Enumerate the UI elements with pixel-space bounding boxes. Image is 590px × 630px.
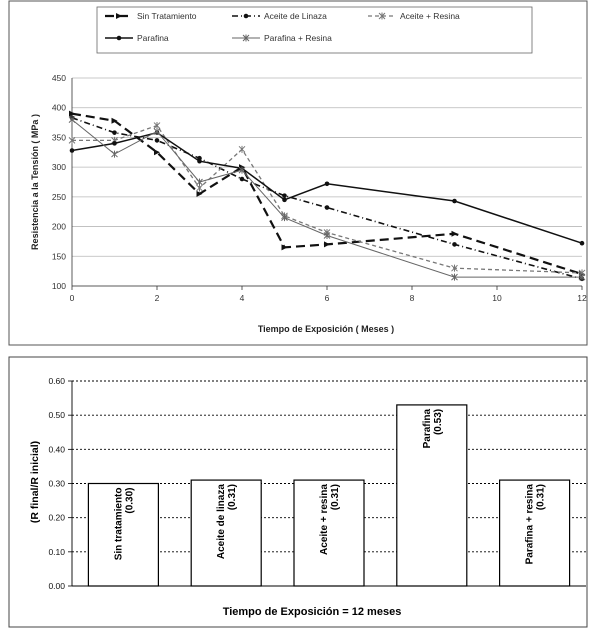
chart1-point <box>196 190 203 197</box>
chart2-bar-value-label: (0.30) <box>124 488 135 514</box>
chart1-legend-label: Parafina + Resina <box>264 33 332 43</box>
chart1-legend-label: Aceite + Resina <box>400 11 460 21</box>
chart1-point <box>111 150 118 158</box>
chart1-point <box>451 230 458 237</box>
line-chart-tension: 100 150 200 250 300 350 400 450 0 2 4 6 8 10 12 Resist… <box>8 0 588 346</box>
chart1-point <box>197 158 202 164</box>
chart1-point <box>281 214 288 222</box>
chart1-y-tick-label: 300 <box>52 162 66 172</box>
chart1-point <box>69 110 75 117</box>
chart1-x-tick-label: 10 <box>492 293 502 303</box>
chart2-bar-category-label: Aceite + resina <box>319 484 330 555</box>
chart1-x-tick-label: 2 <box>155 293 160 303</box>
bar-chart-ratio: 0.00 0.10 0.20 0.30 0.40 0.50 0.60 Sin tratami… <box>8 356 588 628</box>
chart1-xlabel: Tiempo de Exposición ( Meses ) <box>258 324 394 334</box>
chart1-point <box>578 273 586 281</box>
chart1-point <box>324 205 330 210</box>
chart2-bar-label-group: Sin tratamiento (0.30) <box>113 488 135 561</box>
chart2-ylabel: (R final/R inicial) <box>29 441 41 523</box>
chart2-bar-value-label: (0.31) <box>536 484 547 510</box>
chart1-point <box>282 197 287 203</box>
chart1-point <box>68 116 76 124</box>
chart1-series-line-1 <box>71 112 583 276</box>
chart2-y-tick-label: 0.50 <box>48 410 65 420</box>
chart1-point <box>451 264 458 272</box>
chart1-point <box>282 193 287 198</box>
chart2-bar-4 <box>396 404 468 587</box>
chart2-bar-category-label: Aceite de linaza <box>216 484 227 559</box>
chart2-bar-5 <box>499 479 571 587</box>
chart1-point <box>238 145 246 153</box>
chart2-y-tick-label: 0.40 <box>48 444 65 454</box>
chart1-point <box>323 231 331 239</box>
chart1-point <box>324 181 330 187</box>
chart1-point <box>153 127 161 135</box>
chart1-point <box>579 240 585 246</box>
chart1-point <box>281 244 288 251</box>
chart1-y-tick-label: 350 <box>52 132 66 142</box>
chart1-y-tick-label: 450 <box>52 73 66 83</box>
chart1-x-tick-label: 8 <box>410 293 415 303</box>
chart1-y-tick-label: 200 <box>52 222 66 232</box>
chart2-bar-category-label: Sin tratamiento <box>113 488 124 561</box>
chart2-y-tick-label: 0.60 <box>48 376 65 386</box>
chart2-bar-1 <box>87 482 160 587</box>
chart1-point <box>154 149 160 156</box>
chart1-x-tick-label: 6 <box>325 293 330 303</box>
chart2-y-tick-label: 0.20 <box>48 513 65 523</box>
chart1-x-tick-label: 4 <box>240 293 245 303</box>
chart2-bar-3 <box>293 479 365 587</box>
chart2-bar-category-label: Parafina <box>422 408 433 448</box>
chart1-point <box>238 166 246 174</box>
chart1-legend-marker <box>242 34 250 42</box>
chart2-y-tick-label: 0.30 <box>48 479 65 489</box>
chart2-y-tick-label: 0.00 <box>48 581 65 591</box>
chart2-bar-category-label: Parafina + resina <box>525 484 536 565</box>
chart1-point <box>452 198 457 204</box>
chart2-bar-label-group: Parafina (0.53) <box>422 408 444 448</box>
chart2-bar-label-group: Aceite + resina (0.31) <box>319 484 341 555</box>
chart1-point <box>196 184 203 192</box>
chart1-point <box>111 117 118 124</box>
chart2-y-tick-label: 0.10 <box>48 547 65 557</box>
chart1-y-tick-label: 250 <box>52 192 66 202</box>
chart1-legend-marker <box>116 13 122 19</box>
chart1-point <box>452 242 457 247</box>
chart1-x-tick-label: 0 <box>70 293 75 303</box>
chart1-legend-label: Sin Tratamiento <box>137 11 197 21</box>
chart2-bar-label-group: Aceite de linaza (0.31) <box>216 484 238 559</box>
chart1-legend-marker <box>116 35 122 41</box>
chart2-xlabel: Tiempo de Exposición = 12 meses <box>223 606 402 618</box>
chart1-point <box>324 241 330 248</box>
chart1-legend-marker <box>243 13 249 19</box>
chart1-legend-box <box>96 6 533 54</box>
chart1-y-tick-label: 100 <box>52 281 66 291</box>
chart2-bar-value-label: (0.53) <box>433 409 444 435</box>
chart1-x-tick-label: 12 <box>577 293 587 303</box>
chart2-bar-2 <box>190 479 262 587</box>
chart2-bar-value-label: (0.31) <box>330 484 341 510</box>
chart1-legend-label: Aceite de Linaza <box>264 11 327 21</box>
chart2-bar-label-group: Parafina + resina (0.31) <box>525 484 547 565</box>
chart1-point <box>68 136 76 144</box>
chart1-point <box>451 273 458 281</box>
chart1-point <box>153 122 161 130</box>
chart1-legend-label: Parafina <box>137 33 169 43</box>
chart1-point <box>154 138 160 143</box>
chart1-point <box>69 148 75 153</box>
chart1-legend-marker <box>378 12 386 20</box>
chart1-y-tick-label: 400 <box>52 103 66 113</box>
chart2-bar-value-label: (0.31) <box>227 484 238 510</box>
chart1-ylabel: Resistencia a la Tensión ( MPa ) <box>30 114 40 250</box>
chart1-point <box>239 176 245 182</box>
chart1-y-tick-label: 150 <box>52 251 66 261</box>
chart1-point <box>196 178 203 186</box>
chart1-point <box>112 130 117 135</box>
chart1-point <box>112 141 117 146</box>
